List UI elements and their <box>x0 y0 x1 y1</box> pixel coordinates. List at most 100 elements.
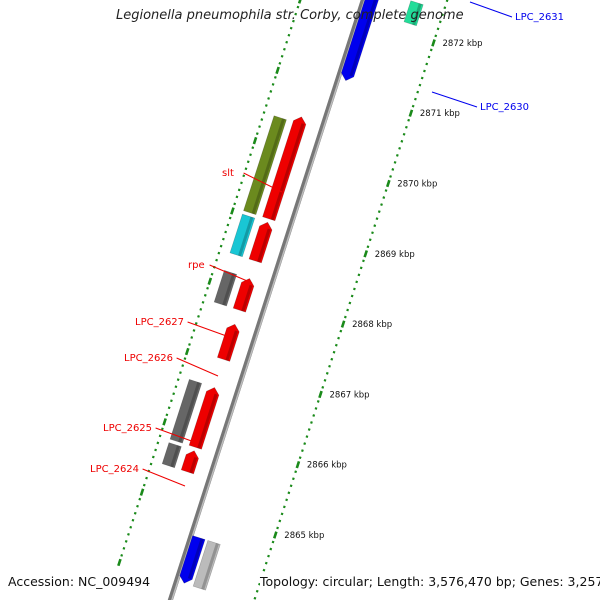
feature-shade <box>349 0 377 77</box>
sequence-backbone <box>167 0 366 600</box>
major-tick <box>385 179 391 188</box>
gene-label[interactable]: slt <box>222 168 234 179</box>
minor-tick <box>323 378 327 382</box>
outer-minor-tick <box>260 118 264 121</box>
minor-tick <box>314 407 318 410</box>
outer-minor-tick <box>210 272 214 276</box>
gene-feature[interactable] <box>192 540 221 591</box>
minor-tick <box>429 48 433 52</box>
outer-minor-tick <box>273 75 277 79</box>
outer-minor-tick <box>267 97 270 100</box>
minor-tick <box>301 449 304 453</box>
gene-feature[interactable] <box>161 442 182 469</box>
major-tick <box>318 390 323 399</box>
major-tick <box>408 109 414 117</box>
outer-minor-tick <box>262 111 266 114</box>
outer-minor-tick <box>167 406 171 410</box>
lpc-2625-feature[interactable] <box>188 387 220 450</box>
minor-tick <box>384 189 388 192</box>
feature-shade <box>201 543 219 590</box>
minor-tick <box>343 315 347 319</box>
outer-minor-tick <box>133 511 137 515</box>
minor-tick <box>368 238 372 242</box>
outer-major-tick <box>207 277 213 285</box>
minor-tick <box>366 245 370 249</box>
outer-minor-tick <box>217 251 221 255</box>
gene-label[interactable]: LPC_2631 <box>515 12 564 23</box>
minor-tick <box>407 118 411 122</box>
major-tick <box>340 320 346 328</box>
minor-tick <box>391 168 395 171</box>
outer-minor-tick <box>294 12 298 16</box>
outer-minor-tick <box>145 476 148 480</box>
minor-tick <box>285 498 288 502</box>
tick-label: 2870 kbp <box>397 180 437 190</box>
minor-tick <box>321 385 325 389</box>
gene-label[interactable]: LPC_2626 <box>124 353 173 364</box>
outer-minor-tick <box>278 61 282 65</box>
outer-minor-tick <box>179 371 182 375</box>
outer-minor-tick <box>199 307 203 311</box>
outer-major-tick <box>117 558 122 567</box>
outer-minor-tick <box>271 83 275 86</box>
minor-tick <box>337 336 340 340</box>
minor-tick <box>310 421 313 424</box>
outer-minor-tick <box>224 230 228 234</box>
minor-tick <box>282 505 286 509</box>
outer-minor-tick <box>131 518 135 522</box>
gene-feature[interactable] <box>169 378 203 444</box>
lpc-2626-feature[interactable] <box>217 323 240 362</box>
minor-tick <box>357 273 361 277</box>
minor-tick <box>253 596 257 600</box>
minor-tick <box>278 519 282 523</box>
outer-minor-tick <box>296 5 300 9</box>
outer-minor-tick <box>292 19 295 23</box>
lpc-2630-feature[interactable] <box>341 0 381 82</box>
tick-label: 2871 kbp <box>420 109 460 119</box>
gene-feature[interactable] <box>243 115 287 216</box>
gene-label[interactable]: LPC_2624 <box>90 464 139 475</box>
minor-tick <box>276 526 279 530</box>
outer-minor-tick <box>237 188 241 192</box>
gene-label[interactable]: LPC_2627 <box>135 317 184 328</box>
major-tick <box>295 460 301 469</box>
label-leader-line <box>176 357 219 377</box>
minor-tick <box>373 224 377 228</box>
minor-tick <box>411 104 415 108</box>
outer-minor-tick <box>289 26 293 30</box>
outer-minor-tick <box>172 392 176 396</box>
feature-shade <box>187 538 204 580</box>
outer-minor-tick <box>192 329 196 332</box>
outer-minor-tick <box>170 399 173 403</box>
minor-tick <box>287 491 291 495</box>
minor-tick <box>393 161 397 164</box>
outer-minor-tick <box>280 54 284 58</box>
gene-label[interactable]: LPC_2625 <box>103 423 152 434</box>
outer-minor-tick <box>183 357 187 360</box>
label-leader-line <box>187 321 233 339</box>
outer-minor-tick <box>174 385 178 389</box>
slt-feature[interactable] <box>262 116 307 222</box>
tick-label: 2865 kbp <box>284 531 324 541</box>
gene-feature[interactable] <box>213 270 238 307</box>
gene-feature[interactable] <box>179 535 206 584</box>
lpc-2624-feature[interactable] <box>180 450 199 475</box>
minor-tick <box>316 400 320 403</box>
outer-minor-tick <box>136 504 139 508</box>
gene-label[interactable]: rpe <box>188 260 205 271</box>
gene-label[interactable]: LPC_2630 <box>480 102 529 113</box>
minor-tick <box>441 13 444 17</box>
lpc-2631-feature[interactable] <box>403 0 424 27</box>
feature-shade <box>197 393 218 449</box>
rpe-feature[interactable] <box>248 221 273 264</box>
minor-tick <box>267 554 270 558</box>
outer-major-tick <box>297 0 302 4</box>
label-leader-line <box>142 468 186 487</box>
minor-tick <box>438 20 442 24</box>
minor-tick <box>395 153 399 157</box>
outer-minor-tick <box>181 364 185 367</box>
gene-feature[interactable] <box>229 213 256 258</box>
label-leader-line <box>209 264 253 284</box>
tick-label: 2866 kbp <box>307 461 347 471</box>
minor-tick <box>328 364 331 368</box>
